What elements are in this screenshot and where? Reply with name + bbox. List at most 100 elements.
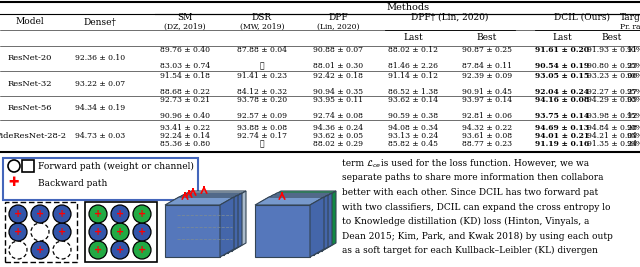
Text: ⋆: ⋆ <box>260 140 264 148</box>
Text: +: + <box>94 245 102 255</box>
Text: better with each other. Since DCIL has two forward pat: better with each other. Since DCIL has t… <box>342 188 598 197</box>
Circle shape <box>53 223 71 241</box>
Text: WideResNet-28-2: WideResNet-28-2 <box>0 132 67 140</box>
Text: 92.81 ± 0.06: 92.81 ± 0.06 <box>462 112 512 120</box>
Polygon shape <box>165 197 234 205</box>
Text: 94.21 ± 0.04: 94.21 ± 0.04 <box>587 132 637 140</box>
Text: 92.04 ± 0.24: 92.04 ± 0.24 <box>535 88 589 96</box>
Text: 91.61 ± 0.20: 91.61 ± 0.20 <box>535 46 589 54</box>
Text: +: + <box>138 245 146 255</box>
Polygon shape <box>318 193 332 253</box>
Text: separate paths to share more information then collabora: separate paths to share more information… <box>342 174 604 183</box>
Circle shape <box>111 205 129 223</box>
Text: SM: SM <box>177 13 193 22</box>
Circle shape <box>53 241 71 259</box>
Text: 90%: 90% <box>627 46 640 54</box>
Text: 85.36 ± 0.80: 85.36 ± 0.80 <box>160 140 210 148</box>
Polygon shape <box>322 191 336 251</box>
Polygon shape <box>232 191 246 251</box>
Text: 92.57 ± 0.09: 92.57 ± 0.09 <box>237 112 287 120</box>
Bar <box>5 202 77 262</box>
Text: ⋆: ⋆ <box>260 62 264 70</box>
Text: 93.88 ± 0.08: 93.88 ± 0.08 <box>237 124 287 132</box>
Text: 90%: 90% <box>627 72 640 80</box>
Text: +: + <box>116 227 124 237</box>
Text: 92.73 ± 0.21: 92.73 ± 0.21 <box>160 96 210 104</box>
Text: DCIL (Ours): DCIL (Ours) <box>554 13 610 22</box>
Bar <box>165 205 220 257</box>
Circle shape <box>8 160 20 172</box>
Text: Last: Last <box>552 33 572 42</box>
Text: Methods: Methods <box>387 3 430 13</box>
Text: 91.54 ± 0.18: 91.54 ± 0.18 <box>160 72 210 80</box>
Text: 92.36 ± 0.10: 92.36 ± 0.10 <box>75 54 125 62</box>
Text: 94.69 ± 0.13: 94.69 ± 0.13 <box>535 124 589 132</box>
Text: Best: Best <box>477 33 497 42</box>
Circle shape <box>31 205 49 223</box>
Text: 87.84 ± 0.11: 87.84 ± 0.11 <box>462 62 512 70</box>
Polygon shape <box>310 197 324 257</box>
Text: 94.36 ± 0.24: 94.36 ± 0.24 <box>313 124 363 132</box>
Text: 85.82 ± 0.45: 85.82 ± 0.45 <box>388 140 438 148</box>
Text: +: + <box>138 227 146 237</box>
Text: 88.02 ± 0.29: 88.02 ± 0.29 <box>313 140 363 148</box>
Bar <box>259 203 314 255</box>
Text: +: + <box>138 209 146 219</box>
Text: 94.01 ± 0.21: 94.01 ± 0.21 <box>535 132 589 140</box>
Polygon shape <box>228 193 242 253</box>
Text: 95%: 95% <box>627 132 640 140</box>
Text: 93.62 ± 0.05: 93.62 ± 0.05 <box>313 132 363 140</box>
Text: 93.23 ± 0.06: 93.23 ± 0.06 <box>587 72 637 80</box>
Polygon shape <box>177 191 246 199</box>
Text: 93.95 ± 0.11: 93.95 ± 0.11 <box>313 96 363 104</box>
Text: 90.87 ± 0.25: 90.87 ± 0.25 <box>462 46 512 54</box>
Circle shape <box>133 241 151 259</box>
Text: +: + <box>94 209 102 219</box>
Text: 94.29 ± 0.05: 94.29 ± 0.05 <box>587 96 637 104</box>
Circle shape <box>89 241 107 259</box>
Text: 92.74 ± 0.08: 92.74 ± 0.08 <box>313 112 363 120</box>
Bar <box>255 205 310 257</box>
Text: Forward path (weight or channel): Forward path (weight or channel) <box>38 162 194 171</box>
Text: +: + <box>36 245 44 255</box>
Text: term: term <box>342 159 367 168</box>
Polygon shape <box>173 193 242 201</box>
Text: 90%: 90% <box>627 96 640 104</box>
Circle shape <box>9 241 27 259</box>
Text: +: + <box>14 209 22 219</box>
Text: +: + <box>116 209 124 219</box>
Text: 92.39 ± 0.09: 92.39 ± 0.09 <box>462 72 512 80</box>
Text: 91.41 ± 0.23: 91.41 ± 0.23 <box>237 72 287 80</box>
Text: 86.52 ± 1.38: 86.52 ± 1.38 <box>388 88 438 96</box>
Text: 89.76 ± 0.40: 89.76 ± 0.40 <box>160 46 210 54</box>
Text: 94.73 ± 0.03: 94.73 ± 0.03 <box>75 132 125 140</box>
Text: ✚: ✚ <box>9 176 19 190</box>
Text: 93.13 ± 0.24: 93.13 ± 0.24 <box>388 132 438 140</box>
Text: Target: Target <box>620 13 640 22</box>
Circle shape <box>31 241 49 259</box>
Bar <box>169 203 224 255</box>
Polygon shape <box>259 195 328 203</box>
Text: 94.16 ± 0.08: 94.16 ± 0.08 <box>535 96 589 104</box>
Circle shape <box>111 223 129 241</box>
Text: Dense†: Dense† <box>84 18 116 26</box>
Text: 81.46 ± 2.26: 81.46 ± 2.26 <box>388 62 438 70</box>
Text: 88.02 ± 0.12: 88.02 ± 0.12 <box>388 46 438 54</box>
Text: +: + <box>36 209 44 219</box>
Bar <box>22 160 34 172</box>
Text: +: + <box>58 209 66 219</box>
Text: DPF† (Lin, 2020): DPF† (Lin, 2020) <box>412 13 489 22</box>
Text: 83.03 ± 0.74: 83.03 ± 0.74 <box>160 62 210 70</box>
Text: ResNet-32: ResNet-32 <box>8 80 52 88</box>
Circle shape <box>53 205 71 223</box>
Text: +: + <box>116 245 124 255</box>
Circle shape <box>89 205 107 223</box>
Polygon shape <box>220 197 234 257</box>
Text: 93.22 ± 0.07: 93.22 ± 0.07 <box>75 80 125 88</box>
Text: 94.32 ± 0.22: 94.32 ± 0.22 <box>462 124 512 132</box>
Circle shape <box>111 241 129 259</box>
Text: 94.84 ± 0.28: 94.84 ± 0.28 <box>587 124 637 132</box>
Text: 90.59 ± 0.38: 90.59 ± 0.38 <box>388 112 438 120</box>
Text: 90.80 ± 0.23: 90.80 ± 0.23 <box>587 62 637 70</box>
Bar <box>263 201 318 253</box>
